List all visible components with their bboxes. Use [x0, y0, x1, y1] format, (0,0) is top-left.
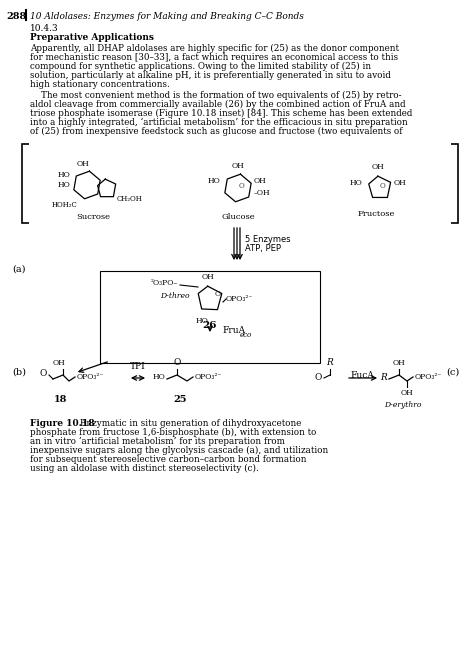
Text: inexpensive sugars along the glycolysis cascade (a), and utilization: inexpensive sugars along the glycolysis … [30, 446, 328, 455]
Text: CH₂OH: CH₂OH [117, 195, 143, 203]
Text: Enzymatic in situ generation of dihydroxyacetone: Enzymatic in situ generation of dihydrox… [80, 419, 301, 428]
Text: OH: OH [392, 359, 405, 367]
Text: Glucose: Glucose [221, 213, 255, 221]
Text: O: O [215, 290, 221, 298]
Text: The most convenient method is the formation of two equivalents of (25) by retro-: The most convenient method is the format… [30, 91, 401, 100]
Text: solution, particularly at alkaline pH, it is preferentially generated in situ to: solution, particularly at alkaline pH, i… [30, 71, 391, 80]
Text: O: O [380, 182, 386, 190]
Text: HO: HO [57, 171, 70, 179]
Text: Figure 10.18: Figure 10.18 [30, 419, 95, 428]
Text: OPO₃²⁻: OPO₃²⁻ [415, 373, 442, 381]
Text: 5 Enzymes: 5 Enzymes [245, 234, 291, 244]
Text: –OH: –OH [254, 189, 271, 197]
Bar [100, 271, 320, 363]
Text: 288: 288 [6, 12, 26, 21]
Text: (a): (a) [12, 265, 26, 274]
Text: compound for synthetic applications. Owing to the limited stability of (25) in: compound for synthetic applications. Owi… [30, 62, 371, 71]
Text: HO: HO [196, 317, 209, 325]
Text: HO: HO [152, 373, 165, 381]
Text: FruA: FruA [222, 326, 245, 335]
Text: O: O [173, 358, 181, 367]
Text: (b): (b) [12, 368, 26, 377]
Text: HO: HO [57, 181, 70, 189]
Text: phosphate from fructose 1,6-bisphosphate (b), with extension to: phosphate from fructose 1,6-bisphosphate… [30, 428, 316, 437]
Text: R: R [327, 358, 333, 367]
Text: into a highly integrated, ‘artificial metabolism’ for the efficacious in situ pr: into a highly integrated, ‘artificial me… [30, 118, 408, 128]
Text: HO: HO [207, 177, 220, 185]
Text: FucA: FucA [350, 371, 374, 381]
Text: OH: OH [53, 359, 65, 367]
Text: OH: OH [394, 179, 407, 187]
Text: OH: OH [401, 389, 413, 397]
Text: 26: 26 [203, 321, 217, 330]
Text: 10 Aldolases: Enzymes for Making and Breaking C–C Bonds: 10 Aldolases: Enzymes for Making and Bre… [30, 12, 304, 21]
Text: O: O [40, 369, 47, 377]
Text: ATP, PEP: ATP, PEP [245, 244, 281, 253]
Text: an in vitro ‘artificial metabolism’ for its preparation from: an in vitro ‘artificial metabolism’ for … [30, 437, 285, 446]
Text: ²O₃PO–: ²O₃PO– [151, 279, 178, 287]
Text: Preparative Applications: Preparative Applications [30, 33, 154, 42]
Text: for subsequent stereoselective carbon–carbon bond formation: for subsequent stereoselective carbon–ca… [30, 455, 307, 464]
Text: triose phosphate isomerase (Figure 10.18 inset) [84]. This scheme has been exten: triose phosphate isomerase (Figure 10.18… [30, 109, 412, 118]
Text: OPO₃²⁻: OPO₃²⁻ [226, 295, 254, 303]
Text: OH: OH [254, 177, 267, 185]
Text: Fructose: Fructose [357, 210, 395, 218]
Text: O: O [239, 182, 245, 190]
Text: eco: eco [240, 331, 252, 339]
Text: OH: OH [77, 160, 90, 168]
Text: of (25) from inexpensive feedstock such as glucose and fructose (two equivalents: of (25) from inexpensive feedstock such … [30, 127, 402, 136]
Text: OH: OH [232, 162, 245, 170]
Text: 25: 25 [173, 395, 187, 404]
Text: aldol cleavage from commercially available (26) by the combined action of FruA a: aldol cleavage from commercially availab… [30, 100, 406, 109]
Text: using an aldolase with distinct stereoselectivity (c).: using an aldolase with distinct stereose… [30, 464, 259, 473]
Text: high stationary concentrations.: high stationary concentrations. [30, 80, 170, 89]
Text: OPO₃²⁻: OPO₃²⁻ [195, 373, 222, 381]
Text: OPO₃²⁻: OPO₃²⁻ [77, 373, 104, 381]
Text: O: O [315, 373, 322, 381]
Text: R: R [380, 373, 387, 381]
Text: Apparently, all DHAP aldolases are highly specific for (25) as the donor compone: Apparently, all DHAP aldolases are highl… [30, 44, 399, 53]
Text: 10.4.3: 10.4.3 [30, 24, 59, 33]
Text: OH: OH [372, 163, 384, 171]
Text: (c): (c) [447, 368, 460, 377]
Text: 18: 18 [55, 395, 68, 404]
Text: for mechanistic reason [30–33], a fact which requires an economical access to th: for mechanistic reason [30–33], a fact w… [30, 53, 398, 62]
Text: D-threo: D-threo [160, 292, 190, 300]
Text: HO: HO [349, 179, 362, 187]
Text: D-erythro: D-erythro [384, 401, 422, 409]
Text: HOH₂C: HOH₂C [51, 201, 77, 209]
Text: OH: OH [201, 273, 214, 281]
Text: TPI: TPI [130, 362, 146, 371]
Text: Sucrose: Sucrose [76, 213, 110, 221]
